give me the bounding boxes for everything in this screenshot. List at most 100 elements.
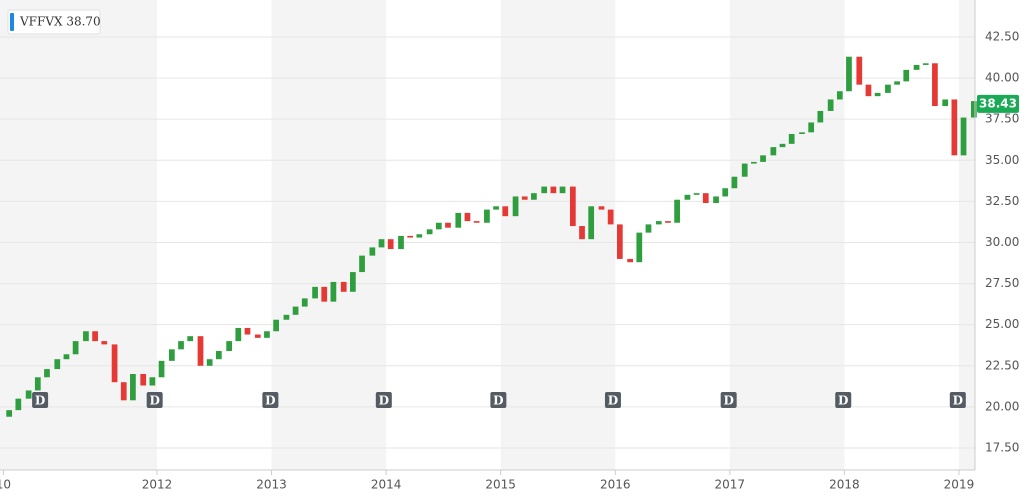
candle bbox=[665, 221, 671, 223]
candle bbox=[484, 209, 490, 223]
dividend-marker bbox=[146, 392, 163, 408]
candle bbox=[15, 398, 22, 411]
x-tick-label: 2012 bbox=[142, 478, 173, 492]
x-tick-label: 2013 bbox=[256, 478, 287, 492]
candle bbox=[130, 373, 136, 401]
candle bbox=[713, 196, 719, 204]
candle bbox=[168, 349, 175, 361]
y-tick-label: 27.50 bbox=[985, 276, 1019, 290]
candle bbox=[684, 194, 691, 200]
x-tick-label: 2017 bbox=[715, 478, 746, 492]
candle bbox=[627, 258, 634, 263]
candle bbox=[254, 334, 261, 338]
y-tick-label: 35.00 bbox=[985, 153, 1019, 167]
candle bbox=[464, 212, 471, 222]
candle bbox=[72, 341, 79, 355]
candle bbox=[922, 63, 929, 65]
dividend-label: D bbox=[265, 394, 275, 408]
dividend-label: D bbox=[608, 394, 618, 408]
candle bbox=[387, 239, 394, 250]
candle bbox=[187, 336, 194, 342]
dividend-marker bbox=[375, 392, 392, 408]
candle bbox=[512, 196, 519, 217]
x-tick-label: 2015 bbox=[485, 478, 516, 492]
candle bbox=[616, 224, 623, 259]
year-band bbox=[729, 0, 845, 470]
candle bbox=[426, 229, 433, 235]
candle bbox=[788, 133, 795, 144]
candle bbox=[827, 99, 834, 111]
candle bbox=[63, 354, 70, 360]
candle bbox=[416, 234, 423, 238]
candle bbox=[264, 331, 270, 338]
candle bbox=[799, 132, 805, 134]
candle bbox=[674, 199, 680, 223]
x-tick-label: 2016 bbox=[600, 478, 631, 492]
legend-box bbox=[7, 9, 101, 35]
candle bbox=[817, 110, 824, 123]
candle bbox=[559, 186, 566, 194]
candle bbox=[521, 196, 528, 200]
candle bbox=[235, 327, 242, 342]
y-tick-label: 22.50 bbox=[985, 358, 1019, 372]
candle bbox=[226, 341, 233, 351]
grid bbox=[0, 36, 975, 449]
candle bbox=[301, 298, 308, 307]
candle bbox=[197, 336, 204, 366]
overlay: 17.50 20.00 22.50 25.00 27.50 30.00 32.50 35.00… bbox=[0, 29, 1019, 491]
dividend-marker bbox=[262, 392, 279, 408]
candle bbox=[836, 91, 843, 100]
dividend-label: D bbox=[838, 394, 848, 408]
y-tick-label: 25.00 bbox=[985, 317, 1019, 331]
dividend-marker bbox=[604, 392, 621, 408]
candle bbox=[111, 344, 118, 383]
candle bbox=[579, 226, 585, 240]
candle bbox=[894, 81, 900, 85]
candle bbox=[292, 306, 299, 315]
dividend-marker bbox=[490, 392, 507, 408]
candle bbox=[359, 255, 365, 273]
candle bbox=[215, 350, 222, 360]
dividend-marker bbox=[949, 392, 966, 408]
y-tick-label: 17.50 bbox=[985, 440, 1019, 454]
y-tick-label: 32.50 bbox=[985, 194, 1019, 208]
candle bbox=[598, 206, 605, 210]
candle bbox=[856, 56, 863, 85]
candle bbox=[865, 84, 872, 97]
dividend-label: D bbox=[723, 394, 733, 408]
candle bbox=[6, 410, 13, 417]
candle bbox=[960, 117, 967, 156]
candle bbox=[321, 286, 328, 302]
candle bbox=[970, 101, 977, 118]
candle bbox=[140, 373, 147, 386]
candle bbox=[283, 314, 290, 320]
candle bbox=[158, 360, 165, 378]
candle bbox=[502, 206, 509, 217]
y-tick-label: 30.00 bbox=[985, 235, 1019, 249]
candle bbox=[588, 206, 595, 240]
candle bbox=[378, 239, 385, 248]
dividend-marker bbox=[835, 392, 852, 408]
candle bbox=[54, 359, 61, 370]
candle bbox=[455, 212, 462, 228]
candle bbox=[693, 193, 700, 195]
candle bbox=[350, 272, 356, 292]
candle bbox=[330, 281, 337, 302]
candle bbox=[340, 281, 347, 292]
candle bbox=[369, 247, 376, 256]
candle bbox=[951, 99, 958, 156]
candle bbox=[312, 286, 318, 299]
y-tick-label: 40.00 bbox=[985, 71, 1019, 85]
candle bbox=[885, 84, 891, 93]
candle bbox=[44, 369, 50, 378]
legend-text: VFFVX 38.70 bbox=[19, 15, 101, 29]
candle bbox=[702, 193, 709, 204]
candle bbox=[846, 56, 852, 92]
candle bbox=[407, 235, 414, 238]
candle bbox=[655, 221, 662, 225]
candle bbox=[120, 382, 127, 401]
candle bbox=[942, 99, 949, 107]
candle bbox=[779, 143, 786, 148]
candle bbox=[25, 390, 32, 399]
